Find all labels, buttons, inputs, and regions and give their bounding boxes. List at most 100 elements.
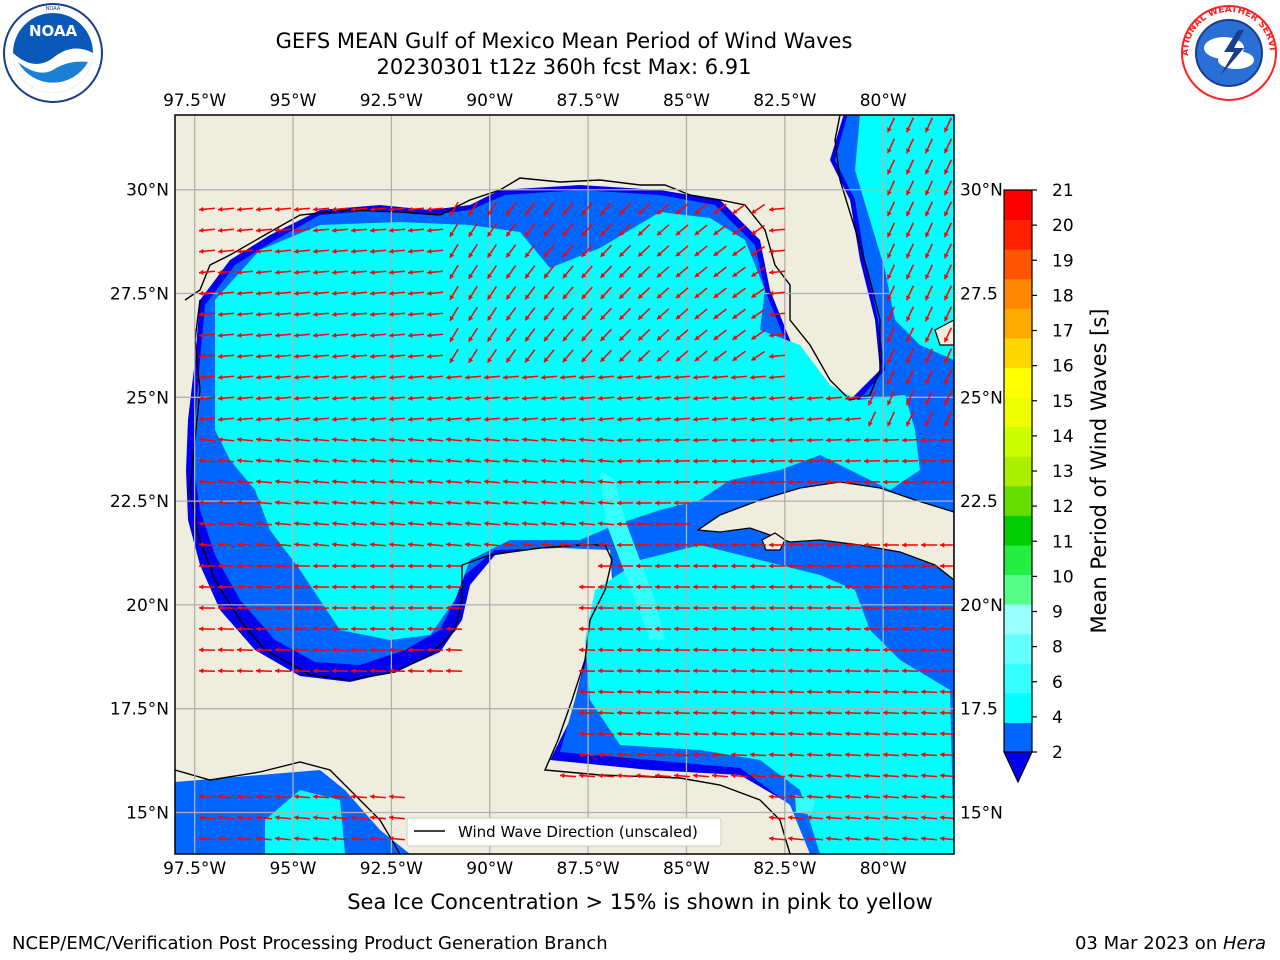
wave-direction-arrow (312, 311, 330, 317)
wave-direction-arrow (825, 689, 843, 695)
wave-direction-arrow (673, 710, 691, 716)
wave-direction-arrow (844, 836, 862, 842)
wave-direction-arrow (806, 773, 824, 779)
wave-direction-arrow (312, 836, 330, 842)
wave-direction-arrow (673, 752, 691, 758)
wave-direction-arrow (635, 458, 653, 464)
wave-direction-arrow (882, 668, 900, 674)
wave-direction-arrow (312, 269, 330, 275)
wave-direction-arrow (749, 437, 767, 443)
wave-direction-arrow (920, 836, 938, 842)
wave-direction-arrow (331, 374, 349, 380)
wave-direction-arrow (806, 605, 824, 611)
wave-direction-arrow (920, 626, 938, 632)
wave-direction-arrow (787, 689, 805, 695)
wave-direction-arrow (920, 584, 938, 590)
wave-direction-arrow (597, 689, 615, 695)
wave-direction-arrow (350, 815, 368, 821)
wave-direction-arrow (901, 668, 919, 674)
wave-direction-arrow (749, 479, 767, 485)
wave-direction-arrow (713, 266, 727, 278)
wave-direction-arrow (597, 605, 615, 611)
wave-direction-arrow (844, 773, 862, 779)
wave-direction-arrow (730, 584, 748, 590)
wave-direction-arrow (943, 306, 953, 322)
wave-direction-arrow (559, 416, 577, 422)
wave-direction-arrow (692, 752, 710, 758)
cuba-land (696, 481, 954, 581)
wave-direction-arrow (388, 353, 406, 359)
wave-direction-arrow (521, 521, 539, 527)
wave-direction-arrow (616, 458, 634, 464)
wave-direction-arrow (350, 584, 368, 590)
wave-direction-arrow (468, 306, 478, 322)
wave-direction-arrow (711, 479, 729, 485)
wave-direction-arrow (905, 159, 915, 175)
wave-direction-arrow (312, 605, 330, 611)
wave-direction-arrow (768, 269, 786, 275)
wave-direction-arrow (768, 437, 786, 443)
wave-direction-arrow (618, 244, 632, 258)
wave-direction-arrow (255, 290, 273, 296)
wave-direction-arrow (656, 224, 670, 236)
wave-direction-arrow (920, 458, 938, 464)
wave-direction-arrow (886, 264, 896, 280)
wave-direction-arrow (255, 668, 273, 674)
wave-direction-arrow (217, 332, 235, 338)
wave-direction-arrow (255, 269, 273, 275)
wave-direction-arrow (597, 395, 615, 401)
wave-direction-arrow (350, 206, 368, 212)
wave-direction-arrow (637, 265, 651, 279)
wave-direction-arrow (464, 416, 482, 422)
colorbar-tick: 13 (1052, 462, 1074, 482)
lat-tick-right: 15°N (960, 803, 1003, 823)
wave-direction-arrow (713, 287, 727, 299)
wave-direction-arrow (236, 458, 254, 464)
wave-direction-arrow (486, 264, 498, 280)
wave-direction-arrow (388, 836, 406, 842)
wave-direction-arrow (578, 647, 596, 653)
wave-direction-arrow (236, 500, 254, 506)
wave-direction-arrow (787, 458, 805, 464)
wave-direction-arrow (692, 395, 710, 401)
wave-direction-arrow (787, 605, 805, 611)
wave-direction-arrow (713, 245, 727, 257)
wave-direction-arrow (449, 264, 459, 280)
wave-direction-arrow (882, 710, 900, 716)
wave-direction-arrow (236, 479, 254, 485)
wave-direction-arrow (578, 500, 596, 506)
wave-direction-arrow (635, 773, 653, 779)
wave-direction-arrow (673, 773, 691, 779)
wave-direction-arrow (483, 479, 501, 485)
wave-direction-arrow (694, 350, 708, 362)
wave-direction-arrow (882, 773, 900, 779)
svg-text:Wind Wave Direction (unscaled): Wind Wave Direction (unscaled) (458, 823, 698, 841)
wave-direction-arrow (581, 223, 593, 237)
wave-direction-arrow (540, 374, 558, 380)
wave-direction-arrow (924, 411, 934, 427)
wave-direction-arrow (844, 437, 862, 443)
wave-direction-arrow (217, 311, 235, 317)
wave-direction-arrow (255, 521, 273, 527)
wave-direction-arrow (711, 731, 729, 737)
wave-direction-arrow (825, 395, 843, 401)
wave-direction-arrow (562, 307, 574, 321)
wave-direction-arrow (449, 285, 459, 301)
wave-direction-arrow (407, 521, 425, 527)
wave-direction-arrow (312, 395, 330, 401)
wave-direction-arrow (521, 542, 539, 548)
wave-direction-arrow (445, 479, 463, 485)
wave-direction-arrow (635, 647, 653, 653)
wave-direction-arrow (486, 243, 498, 259)
wave-direction-arrow (924, 285, 934, 301)
wave-direction-arrow (863, 563, 881, 569)
wave-direction-arrow (312, 248, 330, 254)
wave-direction-arrow (844, 395, 862, 401)
wave-direction-arrow (675, 350, 689, 362)
wave-direction-arrow (730, 689, 748, 695)
wave-direction-arrow (673, 563, 691, 569)
wave-direction-arrow (331, 836, 349, 842)
wave-direction-arrow (578, 731, 596, 737)
wave-direction-arrow (597, 437, 615, 443)
wave-direction-arrow (445, 500, 463, 506)
